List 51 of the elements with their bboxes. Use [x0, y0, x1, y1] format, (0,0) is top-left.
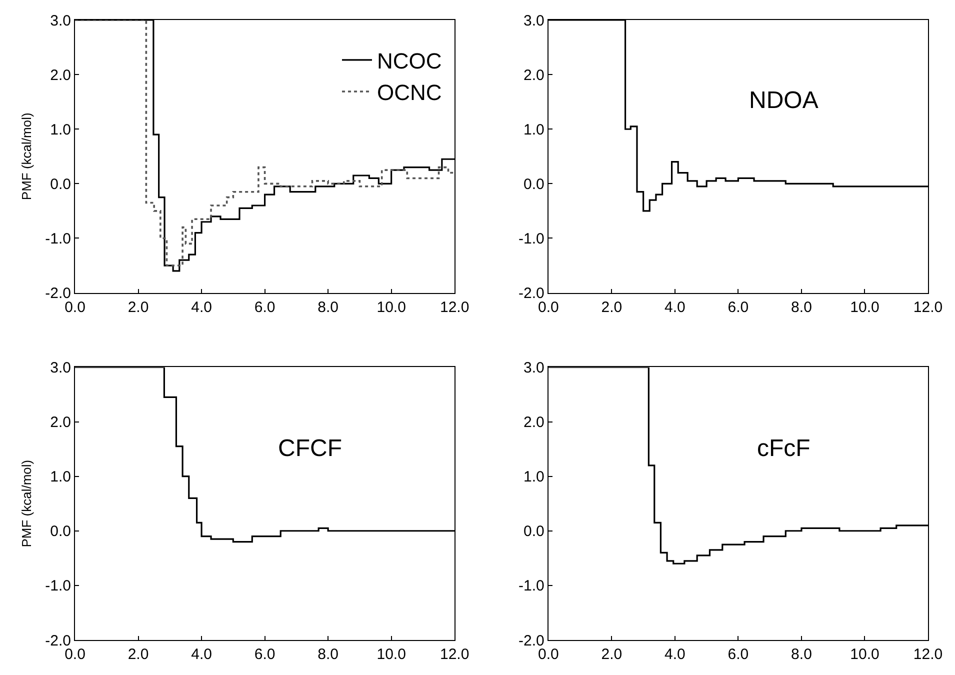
x-tick-label: 4.0 [191, 646, 212, 663]
x-tick-label: 2.0 [128, 298, 149, 316]
annotation: cFcF [757, 435, 810, 462]
y-tick-label: -1.0 [45, 230, 71, 248]
x-tick-label: 6.0 [728, 298, 749, 316]
x-tick-label: 12.0 [913, 298, 943, 316]
x-tick-label: 8.0 [791, 646, 812, 663]
y-tick-label: 3.0 [50, 12, 71, 30]
legend-label: NCOC [376, 48, 442, 74]
x-tick-label: 12.0 [913, 646, 943, 663]
y-tick-label: 3.0 [524, 12, 544, 30]
y-tick-label: 2.0 [50, 414, 71, 432]
x-tick-label: 4.0 [191, 298, 212, 316]
y-tick-label: 0.0 [50, 523, 71, 540]
x-tick-label: 2.0 [601, 298, 622, 316]
y-tick-label: 2.0 [524, 414, 544, 432]
x-tick-label: 2.0 [128, 646, 149, 663]
y-tick-label: 1.0 [50, 121, 71, 138]
y-tick-label: 2.0 [50, 66, 71, 84]
y-tick-label: 0.0 [50, 176, 71, 193]
y-tick-label: -1.0 [518, 578, 544, 595]
x-tick-label: 6.0 [254, 646, 276, 663]
x-tick-label: 8.0 [318, 298, 338, 316]
annotation: CFCF [278, 435, 342, 462]
y-tick-label: 1.0 [524, 121, 544, 138]
x-tick-label: 6.0 [728, 646, 749, 663]
y-tick-label: 3.0 [50, 359, 71, 376]
legend-label: OCNC [376, 80, 442, 106]
x-tick-label: 8.0 [318, 646, 338, 663]
x-tick-label: 4.0 [664, 646, 686, 663]
y-tick-label: 0.0 [524, 523, 544, 540]
x-tick-label: 12.0 [440, 298, 470, 316]
x-tick-label: 10.0 [850, 646, 880, 663]
x-tick-label: 10.0 [376, 646, 406, 663]
x-tick-label: 4.0 [664, 298, 686, 316]
x-tick-label: 10.0 [376, 298, 406, 316]
y-tick-label: -1.0 [518, 230, 544, 248]
x-tick-label: 2.0 [601, 646, 622, 663]
annotation: NDOA [749, 87, 818, 114]
x-tick-label: 8.0 [791, 298, 812, 316]
y-tick-label: 1.0 [50, 468, 71, 486]
y-axis-title: PMF (kcal/mol) [19, 112, 34, 200]
y-tick-label: 2.0 [524, 66, 544, 84]
y-tick-label: 1.0 [524, 468, 544, 486]
x-tick-label: 10.0 [850, 298, 880, 316]
x-tick-label: 12.0 [440, 646, 470, 663]
x-tick-label: 6.0 [254, 298, 276, 316]
y-tick-label: 3.0 [524, 359, 544, 376]
y-axis-title: PMF (kcal/mol) [19, 460, 34, 548]
y-tick-label: 0.0 [524, 176, 544, 193]
y-tick-label: -1.0 [45, 578, 71, 595]
